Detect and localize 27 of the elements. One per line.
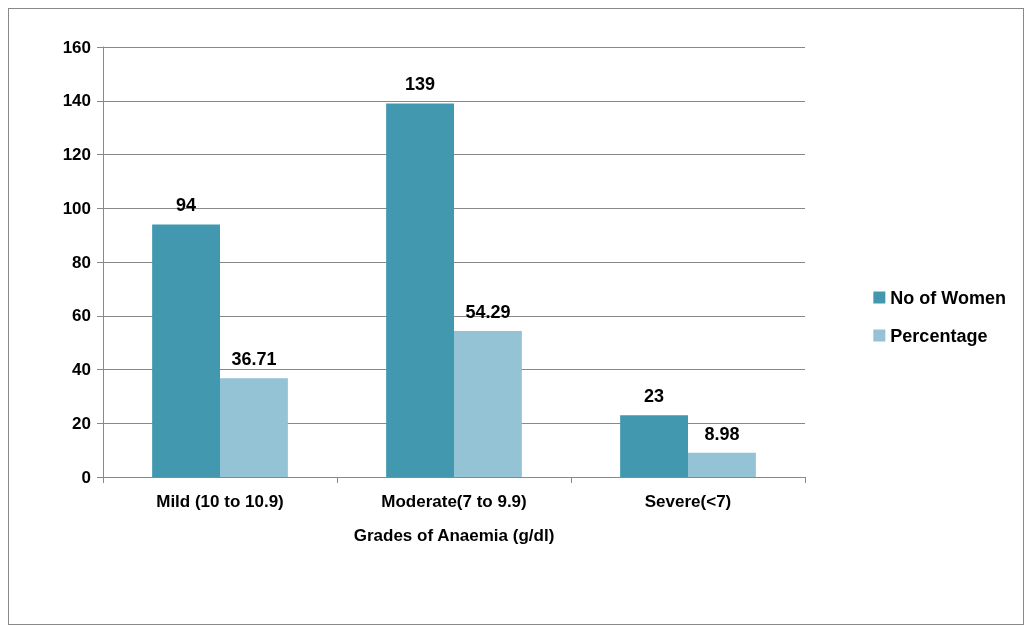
- x-axis-title: Grades of Anaemia (g/dl): [353, 526, 555, 545]
- data-label: 94: [176, 195, 197, 216]
- data-label: 54.29: [465, 302, 511, 323]
- y-tick-label: 80: [72, 252, 91, 272]
- x-tick-label: Severe(<7): [644, 492, 732, 511]
- bar: [152, 224, 220, 477]
- y-tick-label: 160: [62, 37, 91, 57]
- y-tick-label: 20: [72, 413, 91, 433]
- y-tick-label: 100: [62, 198, 91, 218]
- data-label: 8.98: [704, 423, 740, 444]
- legend-label: Percentage: [890, 325, 988, 346]
- bar: [386, 103, 454, 477]
- y-tick-label: 0: [81, 467, 91, 487]
- y-tick-label: 120: [62, 145, 91, 164]
- data-label: 23: [644, 386, 665, 407]
- data-label: 36.71: [231, 349, 277, 370]
- legend-label: No of Women: [890, 287, 1006, 308]
- y-tick-label: 140: [62, 91, 91, 111]
- x-tick-label: Mild (10 to 10.9): [156, 492, 284, 511]
- x-tick-label: Moderate(7 to 9.9): [381, 492, 527, 511]
- bar: [620, 415, 688, 477]
- data-label: 139: [405, 74, 436, 95]
- bar: [688, 452, 756, 477]
- y-tick-label: 40: [72, 360, 91, 379]
- bar: [220, 378, 288, 477]
- y-tick-label: 60: [72, 306, 91, 326]
- bar: [454, 331, 522, 477]
